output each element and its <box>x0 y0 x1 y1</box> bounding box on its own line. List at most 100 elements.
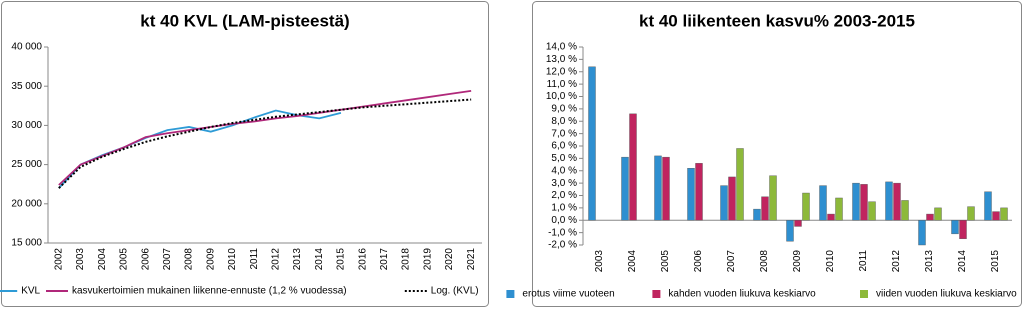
left-frame <box>1 1 489 307</box>
x-tick-label: 2011 <box>249 248 260 270</box>
y-tick-label: 12,0 % <box>546 66 577 77</box>
bar <box>951 220 959 235</box>
line-series <box>58 98 472 189</box>
y-tick-label: 30 000 <box>11 120 42 131</box>
x-tick-label: 2012 <box>270 248 281 271</box>
x-tick-label: 2018 <box>401 248 412 271</box>
bar <box>852 182 860 221</box>
y-tick-label: 10,0 % <box>546 91 577 102</box>
y-tick-label: 14,0 % <box>546 42 577 53</box>
y-tick-label: 7,0 % <box>551 128 577 139</box>
x-tick-label: 2002 <box>53 248 64 271</box>
x-tick-label: 2020 <box>444 248 455 271</box>
x-tick-label: 2003 <box>594 250 605 273</box>
bar <box>621 156 629 221</box>
bar <box>926 213 934 221</box>
y-tick-label: 11,0 % <box>547 79 577 90</box>
bar <box>786 220 794 242</box>
bar <box>629 113 637 221</box>
bar <box>695 163 703 221</box>
x-tick-label: 2019 <box>422 248 433 271</box>
y-tick-label: 25 000 <box>11 159 42 170</box>
bar <box>967 206 975 221</box>
x-tick-label: 2015 <box>990 250 1001 273</box>
bar <box>901 200 909 221</box>
line-series <box>58 90 472 186</box>
y-tick-label: -1,0 % <box>548 227 577 238</box>
bar <box>868 201 876 221</box>
bar <box>761 196 769 221</box>
y-tick-label: 4,0 % <box>551 165 577 176</box>
bar <box>1000 207 1008 221</box>
chart-title: kt 40 liikenteen kasvu% 2003-2015 <box>639 11 915 30</box>
legend-label: Log. (KVL) <box>431 286 479 297</box>
x-tick-label: 2013 <box>924 250 935 273</box>
legend-label: erotus viime vuoteen <box>522 289 614 300</box>
x-tick-label: 2013 <box>292 248 303 271</box>
chart-title: kt 40 KVL (LAM-pisteestä) <box>140 11 349 30</box>
bar <box>720 185 728 221</box>
x-tick-label: 2012 <box>891 250 902 273</box>
y-tick-label: 3,0 % <box>551 178 577 189</box>
bar <box>893 182 901 221</box>
x-tick-label: 2010 <box>825 250 836 273</box>
right-frame <box>532 1 1022 307</box>
x-tick-label: 2021 <box>466 248 477 271</box>
x-tick-label: 2011 <box>858 250 869 272</box>
bar <box>835 197 843 221</box>
bar <box>736 148 744 221</box>
legend-swatch <box>860 290 868 298</box>
y-tick-label: 1,0 % <box>551 203 577 214</box>
bar <box>728 176 736 221</box>
bar <box>794 220 802 227</box>
y-tick-label: 20 000 <box>11 198 42 209</box>
x-tick-label: 2014 <box>314 248 325 271</box>
x-tick-label: 2010 <box>227 248 238 271</box>
x-tick-label: 2008 <box>184 248 195 271</box>
x-tick-label: 2016 <box>357 248 368 271</box>
x-tick-label: 2004 <box>627 250 638 273</box>
y-tick-label: 13,0 % <box>546 54 577 65</box>
x-tick-label: 2008 <box>759 250 770 273</box>
legend-label: KVL <box>21 286 40 297</box>
bar <box>885 181 893 221</box>
x-tick-label: 2007 <box>726 250 737 273</box>
x-tick-label: 2006 <box>140 248 151 271</box>
y-tick-label: -2,0 % <box>548 240 577 251</box>
bar <box>827 213 835 221</box>
bar <box>860 184 868 221</box>
y-tick-label: 35 000 <box>11 81 42 92</box>
x-tick-label: 2009 <box>792 250 803 273</box>
x-tick-label: 2009 <box>205 248 216 271</box>
x-tick-label: 2004 <box>97 248 108 271</box>
x-tick-label: 2007 <box>162 248 173 271</box>
x-tick-label: 2006 <box>693 250 704 273</box>
y-tick-label: 0,0 % <box>551 215 577 226</box>
bar <box>753 208 761 221</box>
x-tick-label: 2005 <box>660 250 671 273</box>
legend-label: kahden vuoden liukuva keskiarvo <box>668 289 816 300</box>
bar <box>802 192 810 221</box>
y-tick-label: 6,0 % <box>551 141 577 152</box>
x-tick-label: 2017 <box>379 248 390 271</box>
x-tick-label: 2003 <box>75 248 86 271</box>
bar <box>819 185 827 221</box>
bar <box>959 220 967 240</box>
x-tick-label: 2014 <box>957 250 968 273</box>
bar <box>769 175 777 221</box>
bar <box>984 191 992 221</box>
y-tick-label: 5,0 % <box>551 153 577 164</box>
bar <box>654 155 662 221</box>
legend-swatch <box>506 290 515 298</box>
bar <box>662 156 670 221</box>
y-tick-label: 15 000 <box>11 238 42 249</box>
bar <box>918 220 926 246</box>
y-tick-label: 2,0 % <box>551 190 577 201</box>
y-tick-label: 8,0 % <box>551 116 577 127</box>
legend-swatch <box>652 290 661 298</box>
legend-label: kasvukertoimien mukainen liikenne-ennust… <box>72 286 347 297</box>
bar <box>934 207 942 221</box>
bar <box>992 211 1000 221</box>
x-tick-label: 2005 <box>119 248 130 271</box>
